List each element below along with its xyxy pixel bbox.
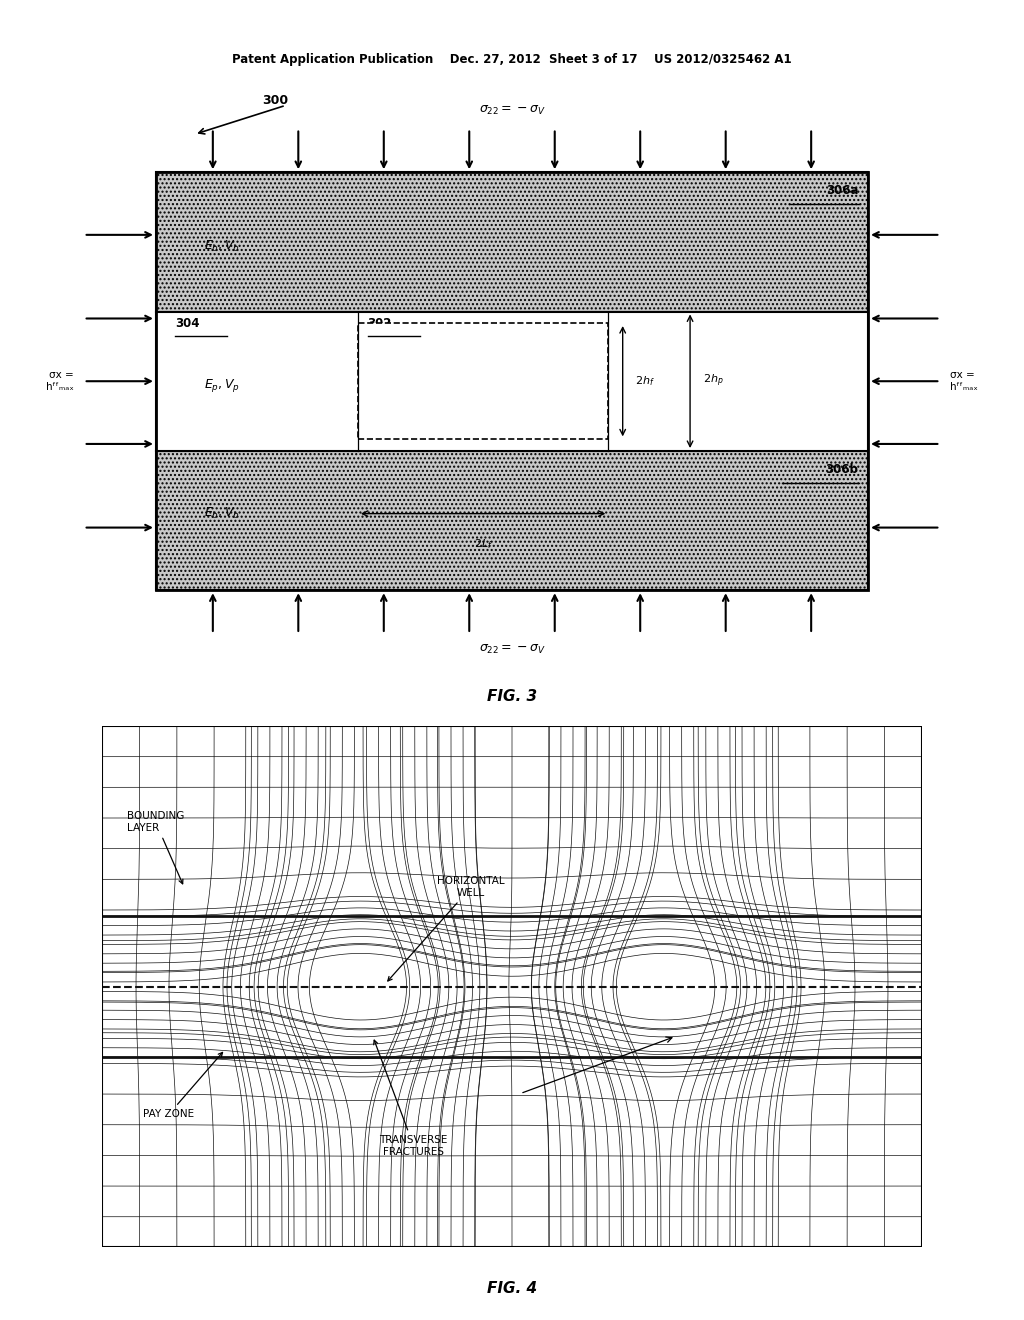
- Text: X: X: [524, 393, 534, 405]
- Text: $\sigma_{22}= -\sigma_V$: $\sigma_{22}= -\sigma_V$: [479, 643, 545, 656]
- Text: PAY ZONE: PAY ZONE: [143, 1052, 222, 1119]
- Text: HORIZONTAL
WELL: HORIZONTAL WELL: [388, 876, 505, 981]
- Text: $2h_p$: $2h_p$: [702, 374, 723, 389]
- Text: 302: 302: [368, 317, 392, 330]
- Text: Patent Application Publication    Dec. 27, 2012  Sheet 3 of 17    US 2012/032546: Patent Application Publication Dec. 27, …: [232, 53, 792, 66]
- Text: 300: 300: [262, 94, 288, 107]
- Text: $2h_f$: $2h_f$: [635, 375, 655, 388]
- Text: 306b: 306b: [825, 462, 858, 475]
- Text: $2L_f$: $2L_f$: [474, 537, 493, 550]
- Text: TRANSVERSE
FRACTURES: TRANSVERSE FRACTURES: [374, 1040, 447, 1156]
- Text: $E_b, V_b$: $E_b, V_b$: [204, 239, 240, 253]
- Bar: [156, 312, 868, 451]
- Text: σx =
hᶠᶠₘₐₓ: σx = hᶠᶠₘₐₓ: [46, 371, 74, 392]
- Text: 306a: 306a: [826, 183, 858, 197]
- Text: σx =
hᶠᶠₘₐₓ: σx = hᶠᶠₘₐₓ: [950, 371, 978, 392]
- Text: FIG. 4: FIG. 4: [487, 1282, 537, 1296]
- Text: FIG. 3: FIG. 3: [487, 689, 537, 704]
- Bar: [358, 323, 608, 440]
- Text: $\sigma_{22}= -\sigma_V$: $\sigma_{22}= -\sigma_V$: [479, 104, 545, 117]
- Bar: [156, 172, 868, 312]
- Text: Z: Z: [424, 325, 433, 338]
- Text: $E_b, V_b$: $E_b, V_b$: [204, 506, 240, 521]
- Text: 304: 304: [175, 317, 200, 330]
- Bar: [156, 172, 868, 590]
- Text: BOUNDING
LAYER: BOUNDING LAYER: [127, 812, 184, 884]
- Bar: [156, 451, 868, 590]
- Text: $E_p, V_p$: $E_p, V_p$: [204, 378, 240, 393]
